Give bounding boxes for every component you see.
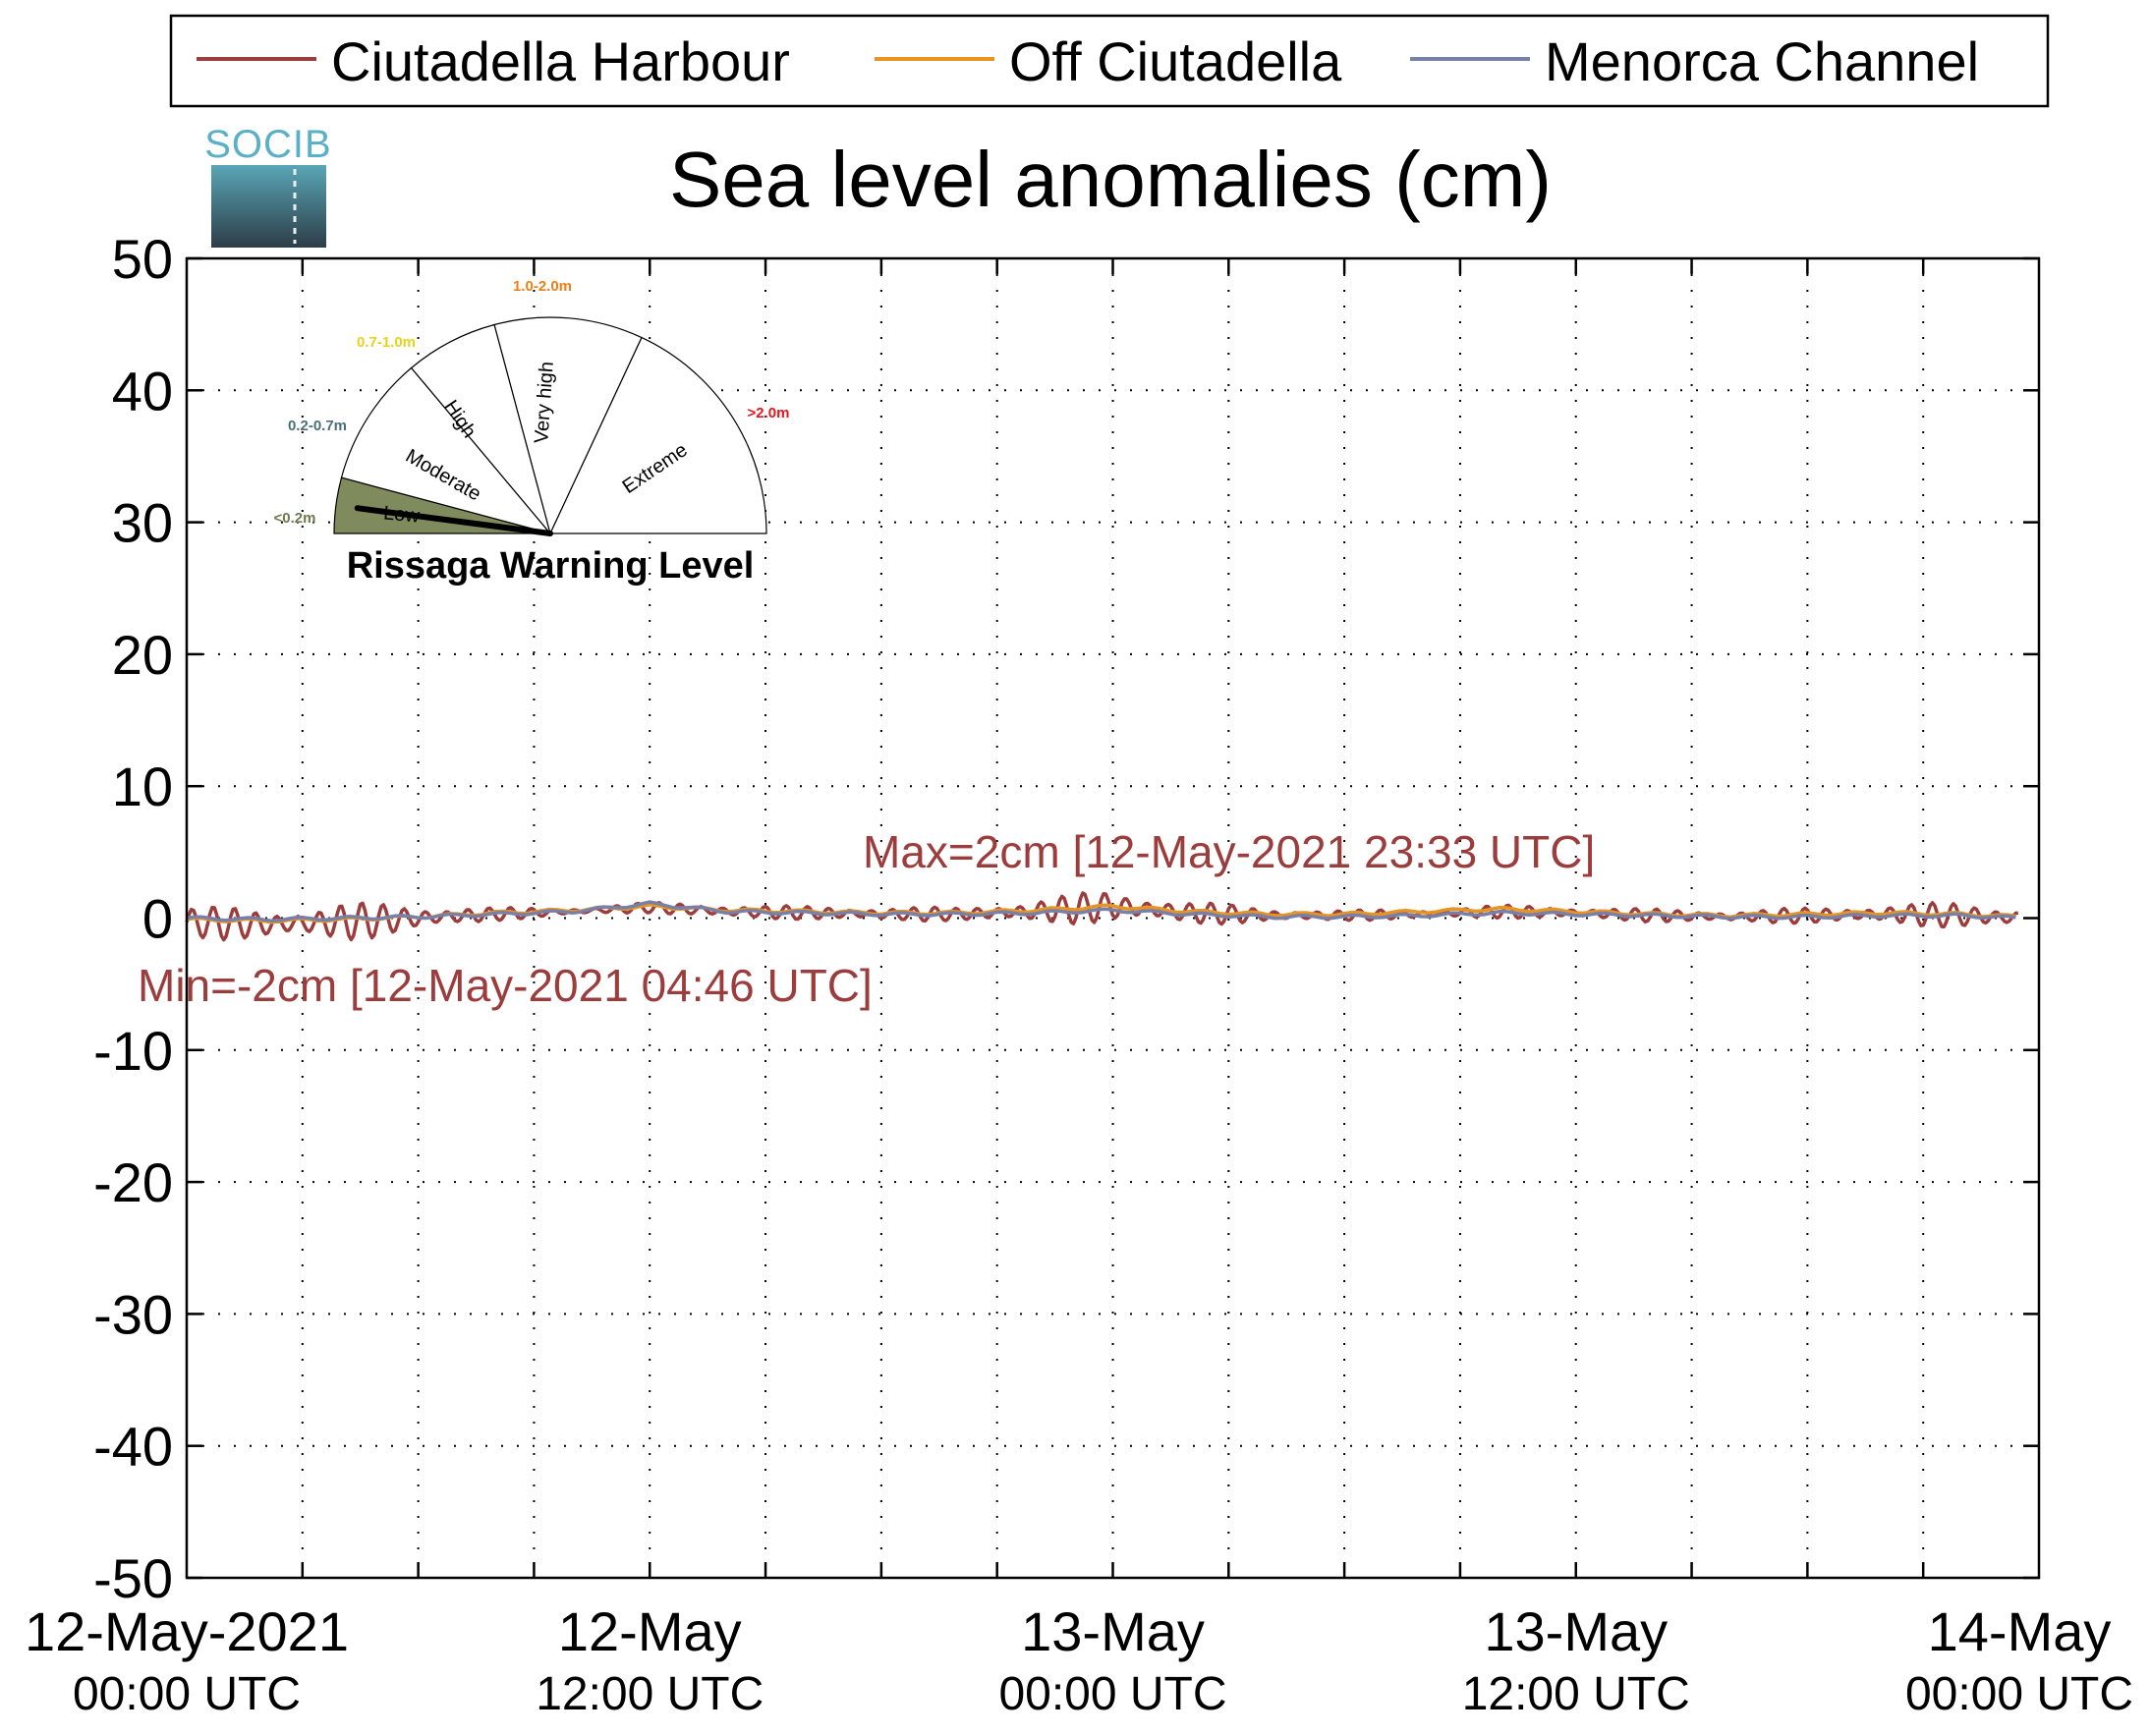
y-tick-label: -20 [93,1151,173,1213]
x-tick-date: 14-May [1928,1600,2112,1662]
legend-entry: Menorca Channel [1410,30,1979,92]
y-tick-label: 0 [142,888,173,950]
series-lines [185,891,2019,942]
y-tick-label: 50 [112,228,173,290]
x-tick-date: 12-May [558,1600,742,1662]
x-tick-time: 00:00 UTC [998,1668,1226,1720]
gauge-range-label: 0.2-0.7m [288,418,347,434]
series-line [186,900,2016,923]
gauge-range-label: >2.0m [748,405,790,421]
gauge-range-label: 1.0-2.0m [513,278,572,295]
gauge-range-label: <0.2m [274,510,316,527]
rissaga-gauge: Low<0.2mModerate0.2-0.7mHigh0.7-1.0mVery… [274,278,790,536]
gauge-sector [549,336,767,534]
legend-entry: Ciutadella Harbour [197,30,790,92]
max-annotation: Max=2cm [12-May-2021 23:33 UTC] [863,826,1595,877]
x-tick-date: 12-May-2021 [25,1600,349,1662]
series-line [185,891,2019,942]
legend-entry: Off Ciutadella [875,30,1342,92]
y-tick-label: 30 [112,492,173,554]
legend-label: Ciutadella Harbour [331,30,790,92]
gauge-needle [354,505,553,536]
gauge-sector [340,366,552,535]
chart-title: Sea level anomalies (cm) [669,136,1552,223]
legend-label: Menorca Channel [1545,30,1979,92]
logo-text: SOCIB [204,123,331,166]
min-annotation: Min=-2cm [12-May-2021 04:46 UTC] [138,960,873,1011]
x-tick-labels: 12-May-2021 00:00 UTC 12-May 12:00 UTC 13-Ma… [25,1600,2133,1720]
y-tick-label: -40 [93,1416,173,1478]
gauge-range-label: 0.7-1.0m [357,334,416,351]
y-tick-label: -30 [93,1283,173,1345]
x-tick-time: 12:00 UTC [536,1668,764,1720]
legend: Ciutadella Harbour Off Ciutadella Menorc… [169,14,2050,108]
gauge-title: Rissaga Warning Level [347,545,755,587]
x-tick-time: 00:00 UTC [1905,1668,2133,1720]
x-tick-time: 12:00 UTC [1462,1668,1690,1720]
legend-box [169,14,2050,108]
y-tick-label: 20 [112,624,173,686]
x-tick-date: 13-May [1484,1600,1668,1662]
plot-frame [185,256,2041,1580]
x-tick-date: 13-May [1021,1600,1205,1662]
legend-label: Off Ciutadella [1009,30,1342,92]
y-tick-labels: 50 40 30 20 10 0 -10 -20 -30 -40 -50 [93,228,173,1609]
logo-block [211,165,326,248]
y-tick-label: 10 [112,756,173,817]
y-tick-label: 40 [112,360,173,421]
socib-logo: SOCIB [204,123,331,248]
gauge-sector [493,316,643,535]
y-tick-label: -50 [93,1547,173,1609]
x-tick-time: 00:00 UTC [73,1668,301,1720]
y-tick-label: -10 [93,1020,173,1082]
